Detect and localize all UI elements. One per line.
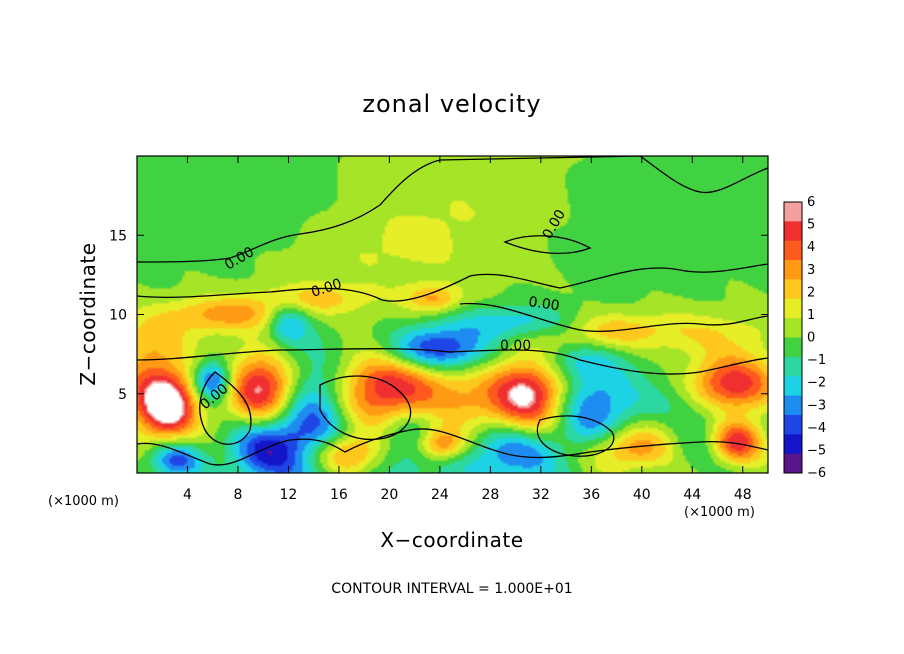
x-tick-label: 20 [380, 487, 398, 503]
y-axis: 5 10 15 [109, 228, 768, 403]
colorbar-frame [783, 201, 803, 474]
x-axis-title: X−coordinate [380, 528, 523, 552]
x-tick-label: 40 [633, 487, 651, 503]
contour-label: 0.00 [527, 294, 560, 314]
colorbar-swatch [784, 260, 802, 280]
contour-label: 0.00 [500, 338, 531, 354]
colorbar-tick-label: 1 [807, 308, 815, 323]
colorbar-swatch [784, 453, 802, 474]
zero-contour-mid2 [137, 348, 768, 375]
colorbar-swatch [784, 376, 802, 397]
x-unit-right: (×1000 m) [684, 505, 755, 520]
x-tick-label: 8 [233, 487, 242, 503]
chart-title: zonal velocity [362, 90, 541, 118]
colorbar-tick-label: −5 [807, 443, 826, 458]
x-tick-label: 32 [532, 487, 550, 503]
colorbar-swatch [784, 395, 802, 416]
zero-contour-lower3 [319, 375, 412, 440]
x-tick-label: 16 [330, 487, 348, 503]
colorbar-swatch [784, 202, 802, 222]
colorbar-tick-label: 3 [807, 263, 815, 278]
zero-contour-lower2 [199, 371, 252, 445]
colorbar-tick-label: 0 [807, 331, 815, 346]
y-axis-title: Z−coordinate [76, 242, 100, 385]
colorbar-swatch [784, 356, 802, 377]
colorbar-tick-label: 2 [807, 285, 815, 300]
colorbar-swatch [784, 337, 802, 358]
zero-contour-upper [137, 156, 768, 263]
x-tick-label: 4 [183, 487, 192, 503]
x-tick-label: 36 [582, 487, 600, 503]
y-tick-label: 15 [109, 228, 127, 244]
y-tick-label: 5 [118, 387, 127, 403]
x-tick-label: 44 [683, 487, 701, 503]
zero-contour-mid3 [459, 302, 768, 333]
colorbar-swatch [784, 434, 802, 455]
colorbar-tick-label: −4 [807, 421, 826, 436]
zero-contour-lines [137, 156, 768, 466]
x-axis: 4 8 12 16 20 24 28 32 36 40 44 48 [183, 156, 752, 503]
colorbar-tick-label: −6 [807, 466, 826, 481]
contour-interval-text: CONTOUR INTERVAL = 1.000E+01 [331, 581, 572, 597]
colorbar-swatch [784, 414, 802, 435]
zero-contour-lower4 [536, 415, 615, 457]
zero-contour-upper-right-loop [503, 235, 592, 255]
colorbar-tick-label: −2 [807, 376, 826, 391]
colorbar-tick-label: 4 [807, 240, 815, 255]
colorbar-tick-label: 6 [807, 195, 815, 210]
x-unit-left: (×1000 m) [48, 494, 119, 509]
x-tick-label: 12 [280, 487, 298, 503]
colorbar-tick-label: −3 [807, 398, 826, 413]
plot-area [137, 156, 768, 473]
colorbar-swatch [784, 221, 802, 242]
x-tick-label: 24 [431, 487, 449, 503]
colorbar-swatch [784, 240, 802, 261]
zero-contour-mid1 [137, 263, 768, 302]
x-tick-label: 48 [734, 487, 752, 503]
colorbar-tick-label: 5 [807, 218, 815, 233]
colorbar: 6 5 4 3 2 1 0 −1 −2 −3 −4 −5 −6 [783, 195, 826, 481]
colorbar-swatch [784, 298, 802, 319]
colorbar-swatch [784, 279, 802, 300]
y-tick-label: 10 [109, 308, 127, 324]
colorbar-swatch [784, 318, 802, 338]
colorbar-tick-label: −1 [807, 353, 826, 368]
x-tick-label: 28 [481, 487, 499, 503]
velocity-field [137, 156, 768, 473]
zero-contour-lower1 [137, 428, 768, 466]
